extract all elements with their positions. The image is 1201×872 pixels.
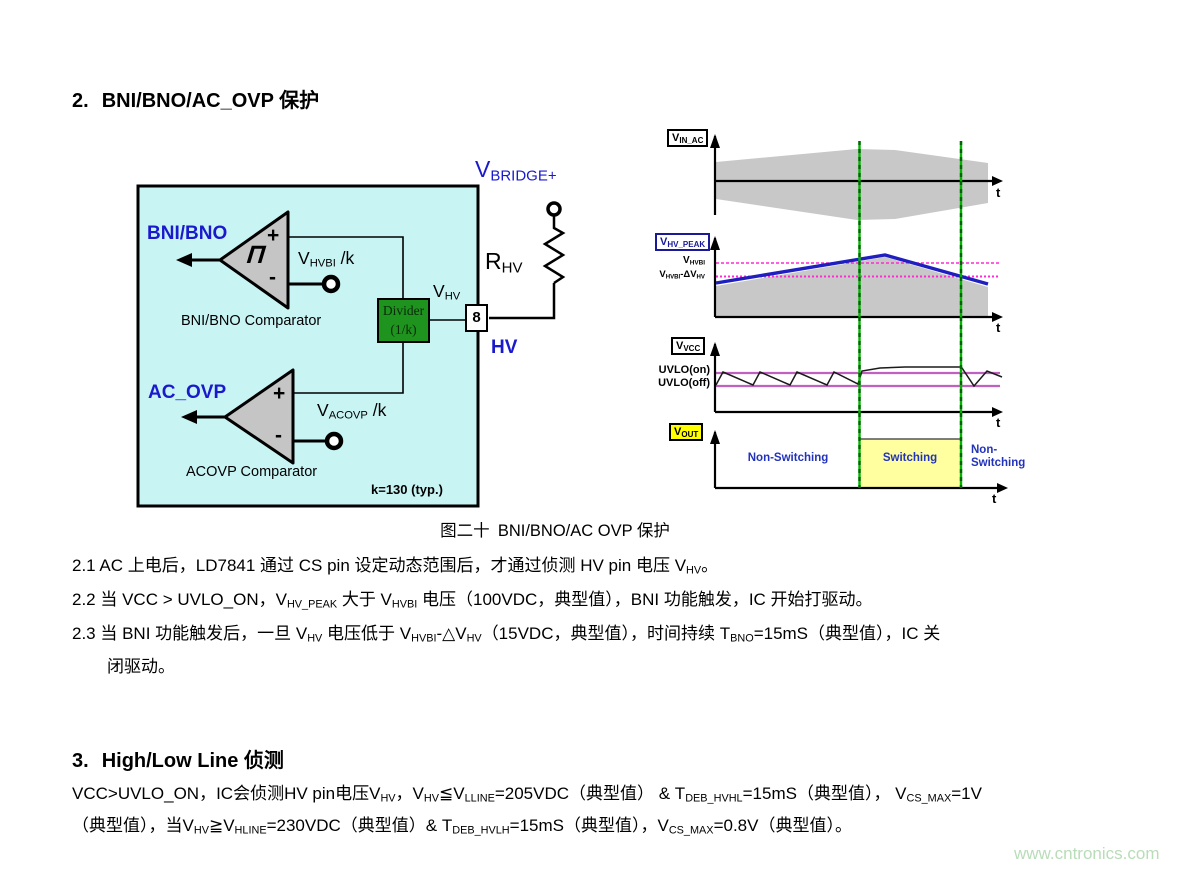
section-3-number: 3. (72, 750, 89, 772)
vhv-peak-label-box: VHV_PEAK (655, 233, 711, 251)
vhv-peak-fill (716, 257, 988, 317)
paragraph-2-2: 2.2 当 VCC > UVLO_ON，VHV_PEAK 大于 VHVBI 电压… (72, 590, 873, 611)
w3-yaxis-arrow-icon (710, 342, 720, 356)
t-axis-label-1: t (996, 185, 1001, 200)
w1-yaxis-arrow-icon (710, 134, 720, 148)
divider-block: Divider (1/k) (377, 298, 430, 343)
non-switching-label-left: Non-Switching (747, 452, 829, 464)
section-3-title: 3. High/Low Line 侦测 (72, 750, 284, 773)
t-axis-label-4: t (992, 491, 997, 506)
k-typical-note: k=130 (typ.) (371, 482, 443, 497)
w2-yaxis-arrow-icon (710, 236, 720, 250)
divider-label-line2: (1/k) (390, 321, 417, 337)
acovp-comparator-triangle (223, 368, 295, 465)
switching-region (860, 439, 961, 488)
section-3-text: High/Low Line 侦测 (101, 750, 284, 772)
vout-label-box: VOUT (669, 423, 704, 441)
paragraph-3-line1: VCC>UVLO_ON，IC会侦测HV pin电压VHV，VHV≦VLLINE=… (72, 784, 982, 805)
plus-sign-2: + (273, 382, 286, 405)
vvcc-label-box: VVCC (671, 337, 706, 355)
vhvbi-terminal (321, 274, 341, 294)
w4-yaxis-arrow-icon (710, 430, 720, 444)
hysteresis-icon: Π (245, 241, 267, 269)
vhvbi-over-k-label: VHVBI /k (298, 248, 355, 270)
vin-ac-envelope (716, 149, 988, 220)
w2-axes (713, 238, 994, 319)
bni-comparator-triangle (218, 210, 290, 310)
vbridge-label: VBRIDGE+ (475, 156, 557, 185)
w1-xaxis-arrow-icon (992, 176, 1003, 186)
minus-sign-2: - (275, 424, 282, 447)
uvlo-off-label: UVLO(off) (658, 377, 710, 389)
bni-comparator-caption: BNI/BNO Comparator (181, 313, 322, 329)
vbridge-terminal (546, 201, 562, 217)
bni-bno-output-label: BNI/BNO (147, 223, 228, 244)
vhvbi-delta-threshold-label: VHVBI-ΔVHV (659, 269, 705, 281)
vhvbi-threshold-label: VHVBI (683, 255, 705, 267)
hv-pin-label: HV (491, 337, 518, 358)
bni-output-arrow-icon (176, 253, 192, 267)
watermark: www.cntronics.com (1014, 844, 1160, 863)
paragraph-3-line2: （典型值），当VHV≧VHLINE=230VDC（典型值）& TDEB_HVLH… (72, 816, 852, 837)
w3-xaxis-arrow-icon (992, 407, 1003, 417)
rhv-resistor (542, 216, 566, 285)
minus-sign-1: - (269, 266, 276, 289)
vacovp-over-k-label: VACOVP /k (317, 400, 387, 422)
plus-sign-1: + (267, 224, 280, 247)
ac-ovp-output-label: AC_OVP (148, 382, 227, 403)
vin-ac-label-box: VIN_AC (667, 129, 709, 147)
rhv-label: RHV (485, 248, 523, 277)
paragraph-2-1: 2.1 AC 上电后，LD7841 通过 CS pin 设定动态范围后，才通过侦… (72, 556, 719, 577)
uvlo-on-label: UVLO(on) (658, 364, 710, 376)
vacovp-terminal (324, 431, 344, 451)
acovp-comparator-caption: ACOVP Comparator (186, 464, 318, 480)
w1-axes (713, 136, 994, 215)
section-2-title: 2. BNI/BNO/AC_OVP 保护 (72, 90, 319, 113)
paragraph-2-3-line1: 2.3 当 BNI 功能触发后，一旦 VHV 电压低于 VHVBI-△VHV（1… (72, 624, 941, 645)
hv-pin-box: 8 (465, 304, 488, 332)
acovp-output-arrow-icon (181, 410, 197, 424)
figure-caption: 图二十 BNI/BNO/AC OVP 保护 (440, 522, 670, 540)
ic-block-body (136, 184, 480, 508)
vcc-signal (715, 366, 1003, 388)
event-markers (858, 141, 963, 488)
switching-label: Switching (882, 452, 938, 464)
vhv-label: VHV (433, 281, 461, 303)
section-2-number: 2. (72, 90, 89, 112)
paragraph-2-3-line2: 闭驱动。 (107, 657, 175, 676)
w4-xaxis-arrow-icon (997, 483, 1008, 493)
section-2-text: BNI/BNO/AC_OVP 保护 (101, 90, 320, 112)
timing-diagram (710, 134, 1008, 493)
w2-xaxis-arrow-icon (992, 312, 1003, 322)
circuit-wires (192, 236, 556, 443)
divider-label-line1: Divider (382, 302, 425, 318)
non-switching-label-right: Non- Switching (971, 444, 1026, 469)
circuit-diagram (136, 184, 566, 508)
t-axis-label-3: t (996, 415, 1001, 430)
t-axis-label-2: t (996, 320, 1001, 335)
vhv-peak-signal (715, 253, 989, 286)
